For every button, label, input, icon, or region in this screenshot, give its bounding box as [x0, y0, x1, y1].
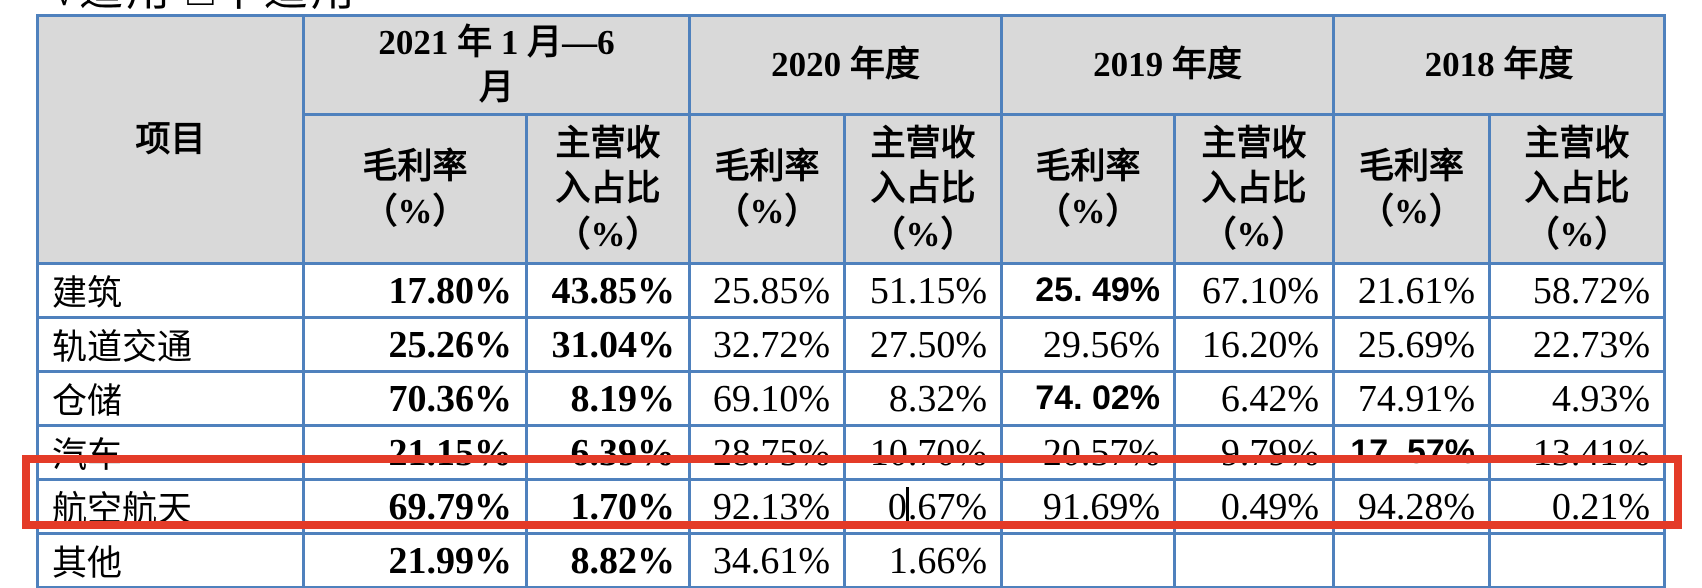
table-cell[interactable]: 8.82%: [524, 532, 692, 588]
table-cell[interactable]: 8.19%: [524, 370, 692, 427]
table-cell[interactable]: 16.20%: [1173, 316, 1336, 373]
header-year-2018[interactable]: 2018 年度: [1332, 14, 1667, 116]
table-cell[interactable]: 21.61%: [1332, 262, 1492, 319]
row-label[interactable]: 轨道交通: [36, 316, 305, 373]
table-cell-with-cursor[interactable]: 0.67%: [843, 478, 1004, 535]
row-label[interactable]: 建筑: [36, 262, 305, 319]
table-cell[interactable]: 10.70%: [843, 424, 1004, 481]
row-label[interactable]: 仓储: [36, 370, 305, 427]
table-cell[interactable]: 69.79%: [302, 478, 528, 535]
table-cell[interactable]: 91.69%: [1000, 478, 1177, 535]
cell-text: 0: [887, 485, 907, 528]
table-cell[interactable]: 0.21%: [1488, 478, 1667, 535]
row-label[interactable]: 汽车: [36, 424, 305, 481]
table-row-other: 其他 21.99% 8.82% 34.61% 1.66%: [36, 532, 1667, 588]
header-gross-margin-2020[interactable]: 毛利率 （%）: [688, 113, 847, 265]
table-cell[interactable]: 4.93%: [1488, 370, 1667, 427]
table-cell[interactable]: 8.32%: [843, 370, 1004, 427]
table-row-aerospace: 航空航天 69.79% 1.70% 92.13% 0.67% 91.69% 0.…: [36, 478, 1667, 535]
header-year-2021h1[interactable]: 2021 年 1 月—6 月: [301, 14, 692, 116]
header-gross-margin-2021h1[interactable]: 毛利率 （%）: [302, 113, 528, 265]
table-cell[interactable]: [1173, 532, 1336, 588]
header-item[interactable]: 项目: [36, 14, 305, 265]
table-cell[interactable]: 27.50%: [843, 316, 1004, 373]
table-cell[interactable]: 74.91%: [1332, 370, 1492, 427]
header-year-2019[interactable]: 2019 年度: [1000, 14, 1336, 116]
table-cell[interactable]: 51.15%: [843, 262, 1004, 319]
table-cell[interactable]: 58.72%: [1488, 262, 1667, 319]
table-cell[interactable]: 43.85%: [524, 262, 692, 319]
table-cell[interactable]: [1488, 532, 1667, 588]
table-row-automotive: 汽车 21.15% 6.39% 28.75% 10.70% 20.57% 9.7…: [36, 424, 1667, 481]
header-revenue-share-2019[interactable]: 主营收 入占比 （%）: [1173, 113, 1336, 265]
table-cell[interactable]: 22.73%: [1488, 316, 1667, 373]
table-cell[interactable]: 25.85%: [688, 262, 847, 319]
table-cell[interactable]: 25.26%: [302, 316, 528, 373]
table-cell[interactable]: 17. 57%: [1332, 424, 1492, 481]
header-gross-margin-2018[interactable]: 毛利率 （%）: [1332, 113, 1492, 265]
table-cell[interactable]: 34.61%: [688, 532, 847, 588]
header-revenue-share-2018[interactable]: 主营收 入占比 （%）: [1488, 113, 1667, 265]
table-cell[interactable]: 21.15%: [302, 424, 528, 481]
table-cell[interactable]: 13.41%: [1488, 424, 1667, 481]
table-cell[interactable]: 6.42%: [1173, 370, 1336, 427]
table-cell[interactable]: 9.79%: [1173, 424, 1336, 481]
applicability-note: √适用 □不适用: [52, 0, 358, 13]
table-cell[interactable]: 69.10%: [688, 370, 847, 427]
table-cell[interactable]: 94.28%: [1332, 478, 1492, 535]
table-cell[interactable]: 20.57%: [1000, 424, 1177, 481]
row-label[interactable]: 航空航天: [36, 478, 305, 535]
table-row-construction: 建筑 17.80% 43.85% 25.85% 51.15% 25. 49% 6…: [36, 262, 1667, 319]
table-cell[interactable]: [1332, 532, 1492, 588]
table-cell[interactable]: 25. 49%: [1000, 262, 1177, 319]
table-cell[interactable]: 25.69%: [1332, 316, 1492, 373]
table-cell[interactable]: 67.10%: [1173, 262, 1336, 319]
table-cell[interactable]: 92.13%: [688, 478, 847, 535]
header-revenue-share-2020[interactable]: 主营收 入占比 （%）: [843, 113, 1004, 265]
table-cell[interactable]: 1.66%: [843, 532, 1004, 588]
header-gross-margin-2019[interactable]: 毛利率 （%）: [1000, 113, 1177, 265]
row-label[interactable]: 其他: [36, 532, 305, 588]
table-row-rail-transit: 轨道交通 25.26% 31.04% 32.72% 27.50% 29.56% …: [36, 316, 1667, 373]
header-row-metrics: 毛利率 （%） 主营收 入占比 （%） 毛利率 （%） 主营收 入占比 （%） …: [38, 113, 1667, 265]
table-cell[interactable]: 70.36%: [302, 370, 528, 427]
table-cell[interactable]: 17.80%: [302, 262, 528, 319]
table-cell[interactable]: 21.99%: [302, 532, 528, 588]
header-row-years: 项目 2021 年 1 月—6 月 2020 年度 2019 年度 2018 年…: [36, 14, 1667, 265]
text-cursor: [905, 486, 909, 527]
table-row-warehousing: 仓储 70.36% 8.19% 69.10% 8.32% 74. 02% 6.4…: [36, 370, 1667, 427]
cell-text: .67%: [907, 485, 988, 528]
table-cell[interactable]: 31.04%: [524, 316, 692, 373]
table-cell[interactable]: 6.39%: [524, 424, 692, 481]
header-year-2020[interactable]: 2020 年度: [688, 14, 1004, 116]
gross-margin-table: 项目 2021 年 1 月—6 月 2020 年度 2019 年度 2018 年…: [36, 14, 1667, 588]
header-revenue-share-2021h1[interactable]: 主营收 入占比 （%）: [524, 113, 692, 265]
table-cell[interactable]: [1000, 532, 1177, 588]
table-cell[interactable]: 28.75%: [688, 424, 847, 481]
table-cell[interactable]: 1.70%: [524, 478, 692, 535]
table-cell[interactable]: 32.72%: [688, 316, 847, 373]
table-cell[interactable]: 74. 02%: [1000, 370, 1177, 427]
table-cell[interactable]: 0.49%: [1173, 478, 1336, 535]
table-cell[interactable]: 29.56%: [1000, 316, 1177, 373]
